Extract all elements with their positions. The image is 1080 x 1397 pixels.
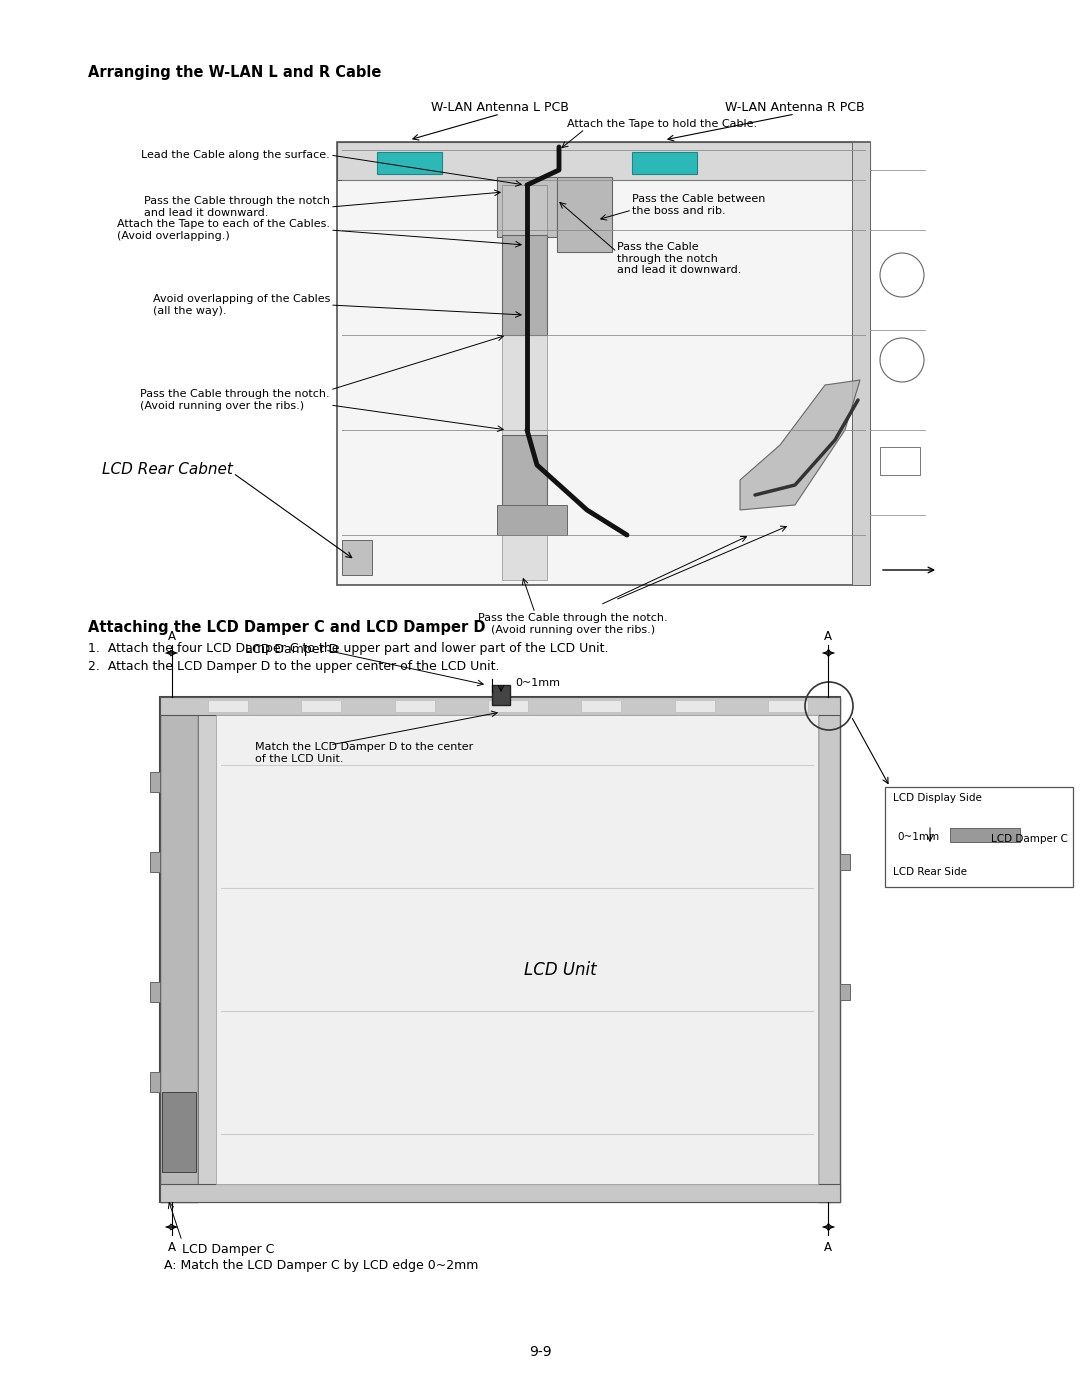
Text: W-LAN Antenna R PCB: W-LAN Antenna R PCB [725,101,865,115]
Bar [150,1071,160,1092]
Text: Pass the Cable through the notch.
(Avoid running over the ribs.): Pass the Cable through the notch. (Avoid… [140,390,330,411]
Text: Attach the Tape to hold the Cable.: Attach the Tape to hold the Cable. [567,119,757,129]
Bar [160,697,198,1201]
Bar [502,235,546,335]
Bar [840,983,850,1000]
Bar [337,142,870,180]
Bar [950,828,1020,842]
Bar [160,1185,840,1201]
Polygon shape [740,380,860,510]
Bar [150,773,160,792]
Bar [557,177,612,251]
Bar [150,982,160,1002]
Bar [497,504,567,535]
Bar [632,152,697,175]
Text: LCD Display Side: LCD Display Side [893,793,982,803]
Bar [497,177,557,237]
Bar [162,1092,195,1172]
Text: Arranging the W-LAN L and R Cable: Arranging the W-LAN L and R Cable [87,66,381,80]
Bar [150,852,160,872]
Bar [675,700,715,712]
Text: LCD Rear Side: LCD Rear Side [893,868,967,877]
Bar [492,685,510,705]
Text: Attaching the LCD Damper C and LCD Damper D: Attaching the LCD Damper C and LCD Dampe… [87,620,486,636]
Bar [208,700,248,712]
Text: Pass the Cable through the notch
and lead it downward.: Pass the Cable through the notch and lea… [144,196,330,218]
Bar [768,700,808,712]
Bar [301,700,341,712]
Text: Pass the Cable
through the notch
and lead it downward.: Pass the Cable through the notch and lea… [617,242,741,275]
Bar [216,715,818,1185]
Text: 0~1mm: 0~1mm [515,678,561,687]
Text: 0~1mm: 0~1mm [897,833,940,842]
Text: 1.  Attach the four LCD Damper C to the upper part and lower part of the LCD Uni: 1. Attach the four LCD Damper C to the u… [87,643,608,655]
Bar [394,700,434,712]
Text: A: A [824,1241,832,1255]
Text: LCD Rear Cabnet: LCD Rear Cabnet [103,462,233,478]
Text: W-LAN Antenna L PCB: W-LAN Antenna L PCB [431,101,569,115]
Text: LCD Damper C: LCD Damper C [183,1243,274,1256]
Bar [160,697,840,715]
Bar [198,705,216,1194]
Bar [852,142,870,585]
Text: Lead the Cable along the surface.: Lead the Cable along the surface. [141,149,330,161]
Bar [502,184,546,580]
Text: A: A [168,1241,176,1255]
Text: 9-9: 9-9 [529,1345,551,1359]
Text: A: A [824,630,832,643]
Text: Attach the Tape to each of the Cables.
(Avoid overlapping.): Attach the Tape to each of the Cables. (… [117,219,330,240]
Text: Match the LCD Damper D to the center
of the LCD Unit.: Match the LCD Damper D to the center of … [255,742,473,764]
Text: LCD Unit: LCD Unit [524,961,596,979]
Text: A: Match the LCD Damper C by LCD edge 0~2mm: A: Match the LCD Damper C by LCD edge 0~… [164,1259,478,1273]
Text: A: A [168,630,176,643]
Bar [840,854,850,870]
Text: LCD Damper C: LCD Damper C [991,834,1068,844]
Text: LCD Damper D: LCD Damper D [245,644,338,657]
Bar [502,434,546,510]
Text: Avoid overlapping of the Cables
(all the way).: Avoid overlapping of the Cables (all the… [152,295,330,316]
Bar [581,700,621,712]
Bar [885,787,1074,887]
Text: Pass the Cable through the notch.
(Avoid running over the ribs.): Pass the Cable through the notch. (Avoid… [478,613,667,634]
Bar [488,700,528,712]
Bar [160,697,840,1201]
Bar [377,152,442,175]
Bar [337,142,870,585]
Text: Pass the Cable between
the boss and rib.: Pass the Cable between the boss and rib. [632,194,766,215]
Text: 2.  Attach the LCD Damper D to the upper center of the LCD Unit.: 2. Attach the LCD Damper D to the upper … [87,659,499,673]
Bar [818,697,840,1201]
Bar [342,541,372,576]
Bar [880,447,920,475]
